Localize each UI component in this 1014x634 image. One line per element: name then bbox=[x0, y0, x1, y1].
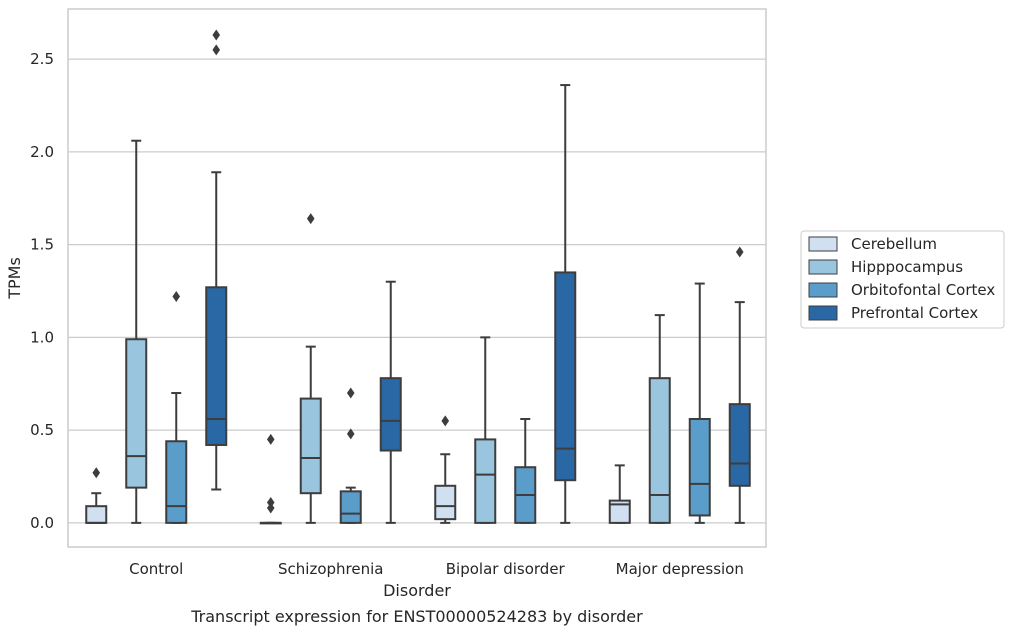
box-prefrontal-cortex bbox=[379, 280, 402, 524]
box-prefrontal-cortex bbox=[728, 246, 751, 524]
box-body bbox=[379, 377, 402, 452]
legend-swatch bbox=[808, 259, 838, 275]
legend-swatch bbox=[808, 305, 838, 321]
x-tick-label: Schizophrenia bbox=[278, 560, 383, 578]
chart-caption: Transcript expression for ENST0000052428… bbox=[190, 607, 643, 626]
box-orbitofontal-cortex bbox=[165, 291, 188, 524]
legend-label: Hipppocampus bbox=[851, 258, 963, 276]
y-axis-label: TPMs bbox=[5, 257, 24, 300]
boxplot-series bbox=[85, 29, 751, 525]
box-body bbox=[434, 484, 457, 521]
outlier-point bbox=[212, 44, 221, 56]
outlier-point bbox=[346, 387, 355, 399]
box-body bbox=[205, 286, 228, 446]
box-body bbox=[85, 505, 108, 524]
outlier-point bbox=[266, 496, 275, 508]
y-tick-label: 0.0 bbox=[30, 514, 54, 532]
legend-label: Prefrontal Cortex bbox=[851, 304, 978, 322]
legend-swatch bbox=[808, 236, 838, 252]
box-body bbox=[165, 440, 188, 524]
outlier-point bbox=[441, 415, 450, 427]
outlier-point bbox=[172, 291, 181, 303]
legend-swatch bbox=[808, 282, 838, 298]
box-prefrontal-cortex bbox=[554, 84, 577, 524]
outlier-point bbox=[266, 433, 275, 445]
outlier-point bbox=[92, 467, 101, 479]
box-orbitofontal-cortex bbox=[514, 417, 537, 524]
y-tick-label: 2.0 bbox=[30, 143, 54, 161]
y-tick-label: 2.5 bbox=[30, 50, 54, 68]
box-hipppocampus bbox=[474, 336, 497, 524]
box-body bbox=[688, 417, 711, 517]
box-body bbox=[299, 397, 322, 495]
box-hipppocampus bbox=[125, 139, 148, 524]
outlier-point bbox=[306, 213, 315, 225]
x-axis-ticks: Control Schizophrenia Bipolar disorder Majo… bbox=[129, 560, 744, 578]
x-axis-label: Disorder bbox=[383, 581, 451, 600]
box-hipppocampus bbox=[299, 213, 322, 524]
legend-label: Orbitofontal Cortex bbox=[851, 281, 995, 299]
legend-frame bbox=[800, 230, 1005, 329]
outlier-point bbox=[735, 246, 744, 258]
y-tick-label: 1.5 bbox=[30, 236, 54, 254]
x-tick-label: Major depression bbox=[616, 560, 744, 578]
outlier-point bbox=[266, 502, 275, 514]
box-prefrontal-cortex bbox=[205, 29, 228, 491]
legend: Cerebellum Hipppocampus Orbitofontal Corte… bbox=[800, 230, 1005, 329]
box-cerebellum bbox=[85, 467, 108, 524]
x-tick-label: Control bbox=[129, 560, 183, 578]
x-tick-label: Bipolar disorder bbox=[446, 560, 566, 578]
box-body bbox=[125, 338, 148, 489]
box-body bbox=[339, 490, 362, 524]
legend-label: Cerebellum bbox=[851, 235, 937, 253]
outlier-point bbox=[212, 29, 221, 41]
box-cerebellum bbox=[259, 433, 282, 525]
y-axis-ticks: 0.0 0.5 1.0 1.5 2.0 2.5 bbox=[30, 50, 54, 532]
box-orbitofontal-cortex bbox=[688, 282, 711, 524]
box-body bbox=[554, 271, 577, 482]
box-body bbox=[474, 438, 497, 524]
box-cerebellum bbox=[608, 464, 631, 524]
box-body bbox=[728, 403, 751, 487]
box-cerebellum bbox=[434, 415, 457, 524]
box-body bbox=[648, 377, 671, 524]
y-tick-label: 0.5 bbox=[30, 421, 54, 439]
box-orbitofontal-cortex bbox=[339, 387, 362, 524]
box-body bbox=[608, 499, 631, 524]
outlier-point bbox=[346, 428, 355, 440]
box-hipppocampus bbox=[648, 314, 671, 524]
y-tick-label: 1.0 bbox=[30, 328, 54, 346]
